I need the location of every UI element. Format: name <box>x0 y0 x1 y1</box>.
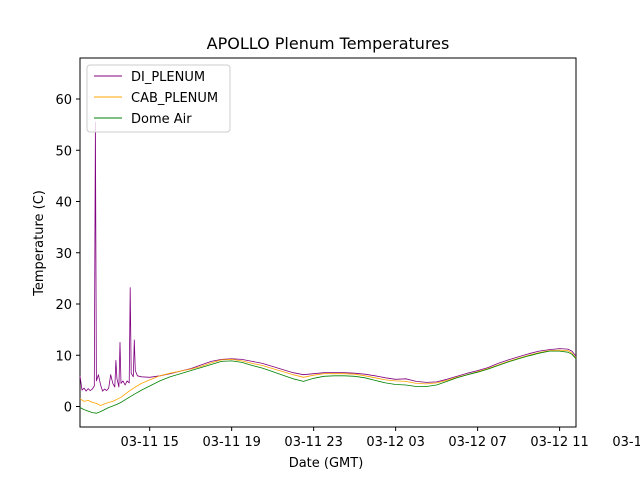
legend-label: DI_PLENUM <box>131 70 205 85</box>
y-tick-label: 0 <box>64 401 72 416</box>
y-tick-label: 40 <box>55 196 72 211</box>
x-axis-label: Date (GMT) <box>289 456 364 471</box>
y-tick-label: 20 <box>55 298 72 313</box>
y-axis-ticks: 0 10 20 30 40 50 60 <box>55 93 80 416</box>
legend: DI_PLENUM CAB_PLENUM Dome Air <box>86 64 231 133</box>
y-tick-label: 50 <box>55 144 72 159</box>
x-tick-label: 03-12 11 <box>530 435 588 450</box>
x-tick-label: 03-11 15 <box>120 435 178 450</box>
y-tick-label: 60 <box>55 93 72 108</box>
y-tick-label: 30 <box>55 247 72 262</box>
y-axis-label: Temperature (C) <box>32 190 47 297</box>
series-layer <box>79 121 577 414</box>
legend-label: Dome Air <box>131 112 192 127</box>
series-line-di-plenum <box>79 121 577 392</box>
y-tick-label: 10 <box>55 349 72 364</box>
x-tick-label: 03-12 07 <box>448 435 506 450</box>
chart-title: APOLLO Plenum Temperatures <box>207 34 450 53</box>
x-tick-label: 03-11 19 <box>202 435 260 450</box>
plot-area: 03-11 15 03-11 19 03-11 23 03-12 03 03-12 07… <box>55 57 640 450</box>
axes-frame <box>79 57 577 428</box>
x-tick-label: 03-11 23 <box>284 435 342 450</box>
x-tick-label: 03-12 03 <box>366 435 424 450</box>
series-line-dome-air <box>79 350 577 414</box>
x-tick-label: 03-12 15 <box>612 435 640 450</box>
x-axis-ticks: 03-11 15 03-11 19 03-11 23 03-12 03 03-12 07… <box>120 427 640 450</box>
legend-label: CAB_PLENUM <box>131 91 218 106</box>
series-line-cab-plenum <box>79 349 577 406</box>
legend-frame <box>86 64 231 133</box>
